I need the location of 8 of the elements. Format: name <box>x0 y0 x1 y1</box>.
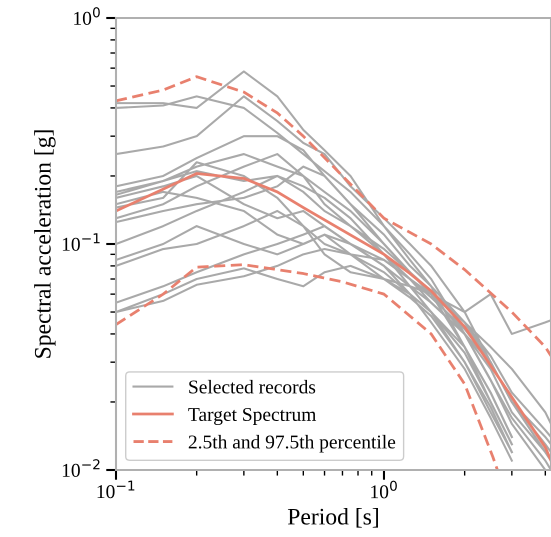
legend-label: Selected records <box>189 380 316 394</box>
y-tick-label: 10$^{0}$ <box>74 7 100 25</box>
y-axis-title: Spectral acceleration [g] <box>34 130 56 358</box>
y-tick-label: 10$^{−1}$ <box>62 233 100 251</box>
x-axis-title: Period [s] <box>288 508 378 528</box>
legend-label: Target Spectrum <box>188 408 316 426</box>
y-tick-label: 10$^{−2}$ <box>62 459 100 477</box>
legend-label: 2.5th and 97.5th percentile <box>188 434 396 452</box>
